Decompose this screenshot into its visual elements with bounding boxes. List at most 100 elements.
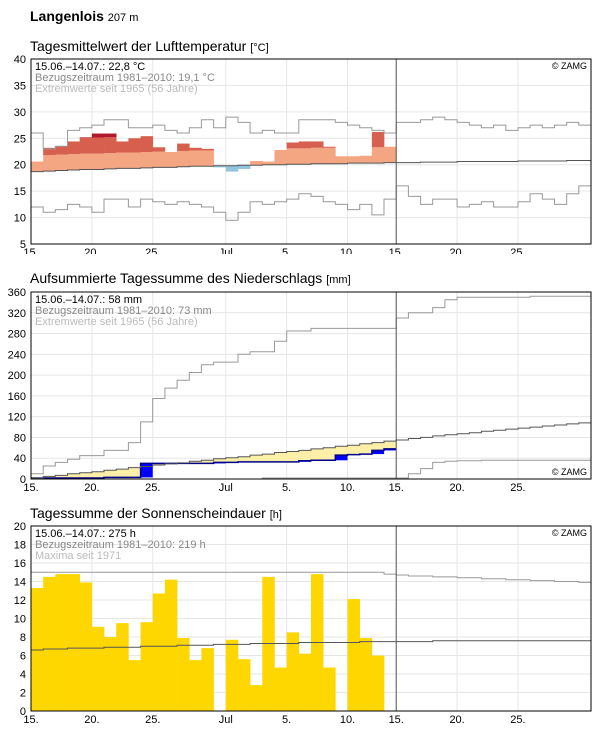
y-tick-label: 40 bbox=[14, 54, 26, 66]
sunshine-bar bbox=[274, 667, 287, 711]
precip-deficit-area bbox=[225, 457, 239, 463]
x-tick-label: 25. bbox=[145, 714, 160, 726]
temp-bar-warm bbox=[250, 161, 263, 166]
sunshine-bar bbox=[79, 582, 93, 711]
y-tick-label: 280 bbox=[8, 329, 26, 341]
precip-deficit-area bbox=[201, 460, 214, 464]
temp-bar-cold bbox=[225, 165, 239, 172]
temp-bar-warm bbox=[79, 153, 93, 170]
source-label: © ZAMG bbox=[552, 528, 587, 538]
source-label: © ZAMG bbox=[552, 467, 587, 477]
x-tick-label: 15. bbox=[389, 714, 404, 726]
temp-bar-hot bbox=[323, 146, 336, 148]
precip-deficit-area bbox=[104, 470, 117, 478]
plot-border bbox=[30, 525, 592, 712]
temp-bar-warm bbox=[43, 155, 56, 172]
sunshine-bar bbox=[371, 655, 385, 711]
y-tick-label: 0 bbox=[20, 474, 26, 486]
precip-deficit-area bbox=[91, 471, 105, 478]
x-tick-label: 20. bbox=[449, 714, 464, 726]
temp-bar-hot bbox=[152, 147, 166, 152]
precip-deficit-area bbox=[43, 476, 56, 478]
temp-bar-hot bbox=[55, 146, 68, 155]
temp-bar-warm bbox=[189, 150, 202, 167]
x-tick-label: 15. bbox=[23, 247, 38, 254]
y-tick-label: 6 bbox=[20, 651, 26, 663]
legend-reference: Bezugszeitraum 1981–2010: 19,1 °C bbox=[35, 72, 215, 84]
y-tick-label: 40 bbox=[14, 453, 26, 465]
precip-deficit-area bbox=[335, 446, 348, 456]
climate-mean-line bbox=[31, 422, 591, 479]
sunshine-bar bbox=[359, 637, 373, 711]
climate-mean-line bbox=[31, 640, 591, 651]
sunshine-bar bbox=[43, 576, 56, 711]
temp-bar-warm bbox=[55, 154, 68, 171]
precip-deficit-area bbox=[384, 441, 397, 449]
x-tick-label: 5. bbox=[282, 247, 291, 254]
temp-bar-warm bbox=[262, 161, 275, 165]
temp-bar-warm bbox=[311, 147, 324, 164]
y-tick-label: 20 bbox=[14, 160, 26, 172]
x-tick-label: 25. bbox=[145, 482, 160, 494]
precip-deficit-area bbox=[250, 455, 263, 462]
y-tick-label: 10 bbox=[14, 213, 26, 225]
sunshine-bar bbox=[31, 587, 44, 711]
source-label: © ZAMG bbox=[552, 61, 587, 71]
y-tick-label: 200 bbox=[8, 370, 26, 382]
temp-bar-hot bbox=[201, 148, 214, 151]
sunshine-bar bbox=[67, 574, 80, 711]
legend-extremes: Maxima seit 1971 bbox=[35, 550, 121, 562]
x-tick-label: 25. bbox=[510, 714, 525, 726]
y-tick-label: 4 bbox=[20, 669, 26, 681]
temp-bar-hot bbox=[104, 137, 117, 154]
temp-bar-hot bbox=[128, 138, 141, 153]
y-tick-label: 14 bbox=[14, 577, 26, 589]
sunshine-max-line bbox=[31, 571, 591, 583]
temp-bar-hot bbox=[43, 147, 56, 156]
precip-deficit-area bbox=[347, 445, 360, 455]
cumulative-max-line bbox=[31, 295, 591, 475]
temperature-title: Tagesmittelwert der Lufttemperatur [°C] bbox=[30, 38, 269, 54]
sunshine-bar bbox=[140, 622, 154, 711]
x-tick-label: Jul bbox=[219, 482, 233, 494]
sunshine-bar bbox=[323, 667, 336, 711]
precip-deficit-area bbox=[371, 442, 385, 451]
x-tick-label: 20. bbox=[449, 247, 464, 254]
precip-increment-bar bbox=[384, 448, 397, 451]
precip-deficit-area bbox=[262, 454, 275, 462]
legend-extremes: Extremwerte seit 1965 (56 Jahre) bbox=[35, 83, 198, 95]
precipitation-chart: 0 40 80 120 160 200 240 280 320 360 15. 20. 25. Jul 5.… bbox=[8, 287, 592, 494]
x-tick-label: 25. bbox=[145, 247, 160, 254]
y-tick-label: 18 bbox=[14, 540, 26, 552]
sunshine-bar bbox=[201, 648, 214, 711]
temp-bar-warm bbox=[177, 150, 190, 167]
legend-current: 15.06.–14.07.: 58 mm bbox=[35, 294, 142, 306]
y-tick-label: 8 bbox=[20, 632, 26, 644]
cumulative-current-line bbox=[31, 448, 397, 479]
temp-bar-warm bbox=[286, 148, 300, 165]
sunshine-bar bbox=[225, 639, 239, 711]
sunshine-bar bbox=[189, 660, 202, 711]
sunshine-bar bbox=[152, 593, 166, 711]
precip-deficit-area bbox=[116, 469, 129, 478]
record-min-line bbox=[31, 185, 591, 221]
y-tick-label: 20 bbox=[14, 521, 26, 533]
precip-deficit-area bbox=[79, 472, 93, 478]
temp-bar-warm bbox=[152, 151, 166, 168]
temp-bar-warm bbox=[371, 147, 385, 164]
y-tick-label: 30 bbox=[14, 107, 26, 119]
precip-deficit-area bbox=[323, 447, 336, 461]
precip-deficit-area bbox=[128, 467, 141, 478]
temp-bar-warm bbox=[384, 146, 397, 163]
temp-bar-very-hot bbox=[91, 133, 105, 138]
temp-bar-hot bbox=[116, 141, 129, 153]
temp-bar-hot bbox=[91, 137, 105, 154]
temp-bar-hot bbox=[189, 147, 202, 151]
temp-bar-hot bbox=[298, 141, 312, 149]
precip-deficit-area bbox=[237, 456, 251, 462]
record-max-line bbox=[31, 116, 591, 150]
sunshine-bar bbox=[91, 626, 105, 711]
x-tick-label: 10. bbox=[340, 247, 355, 254]
temp-bar-hot bbox=[177, 143, 190, 151]
plot-background bbox=[31, 292, 591, 479]
